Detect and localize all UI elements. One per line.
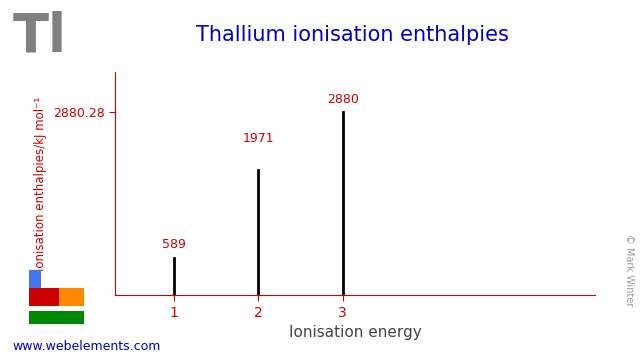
X-axis label: Ionisation energy: Ionisation energy bbox=[289, 325, 422, 340]
Text: Thallium ionisation enthalpies: Thallium ionisation enthalpies bbox=[196, 25, 508, 45]
Text: www.webelements.com: www.webelements.com bbox=[13, 340, 161, 353]
Text: 2880: 2880 bbox=[326, 93, 358, 106]
Bar bbox=[29, 270, 41, 288]
Text: 1971: 1971 bbox=[243, 132, 274, 145]
Bar bbox=[60, 288, 84, 306]
Text: Tl: Tl bbox=[13, 11, 67, 63]
Y-axis label: Ionisation enthalpies/kJ mol⁻¹: Ionisation enthalpies/kJ mol⁻¹ bbox=[35, 96, 47, 271]
Bar bbox=[29, 288, 60, 306]
Bar bbox=[29, 310, 84, 324]
Text: © Mark Winter: © Mark Winter bbox=[623, 234, 634, 306]
Text: 589: 589 bbox=[162, 238, 186, 251]
